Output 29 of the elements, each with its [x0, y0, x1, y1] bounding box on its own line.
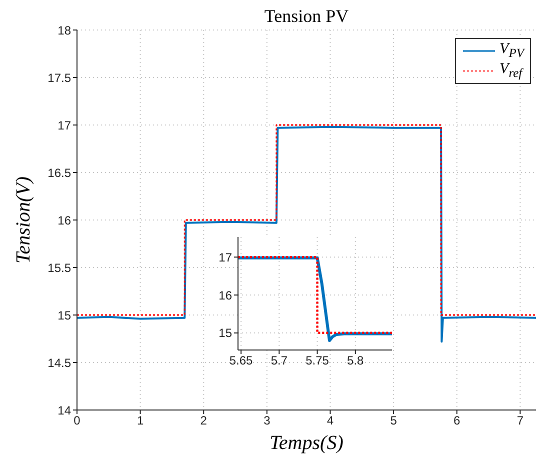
y-axis-title: Tension(V): [12, 176, 36, 264]
x-tick-label: 0: [74, 414, 81, 428]
x-tick-label: 3: [264, 414, 271, 428]
y-tick-label: 14.5: [48, 356, 72, 370]
legend-label: V$_{ref}$: [500, 61, 522, 81]
x-tick-label: 5.65: [229, 354, 254, 368]
y-tick-label: 17.5: [48, 70, 72, 85]
y-tick-label: 16.5: [48, 166, 72, 180]
y-tick-label: 15.5: [48, 260, 72, 275]
y-tick-label: 17: [218, 250, 232, 264]
y-tick-label: 15: [58, 308, 72, 322]
legend-label: V$_{PV}$: [500, 41, 524, 61]
x-tick-label: 4: [326, 414, 334, 428]
x-tick-label: 1: [136, 414, 144, 428]
y-tick-label: 18: [58, 23, 72, 38]
x-tick-label: 7: [516, 414, 524, 428]
y-tick-label: 17: [58, 118, 72, 132]
x-axis-title: Temps(S): [268, 432, 344, 455]
x-tick-label: 5: [390, 414, 398, 428]
x-tick-label: 6: [454, 414, 461, 428]
x-tick-label: 5.7: [270, 354, 288, 368]
y-tick-label: 16: [58, 213, 72, 228]
x-tick-label: 5.75: [306, 354, 330, 368]
chart-title: Tension PV: [263, 6, 350, 27]
y-tick-label: 14: [58, 403, 72, 418]
x-tick-label: 2: [200, 414, 208, 428]
x-tick-label: 5.8: [347, 354, 364, 368]
y-tick-label: 16: [218, 288, 232, 302]
y-tick-label: 15: [218, 326, 232, 340]
